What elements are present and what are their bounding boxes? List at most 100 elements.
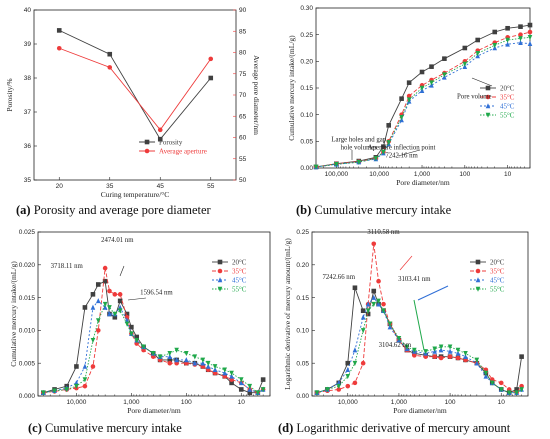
- data-point: [184, 351, 189, 357]
- panel-b: 0.00 0.05 0.10 0.15 0.20 0.25 0.30 100,000 10,00…: [287, 5, 533, 187]
- y-tick-label: 0.30: [300, 5, 313, 12]
- data-point: [229, 373, 234, 379]
- data-point: [527, 22, 533, 28]
- x-tick-label: 35: [106, 183, 114, 190]
- data-point: [334, 161, 339, 168]
- data-point: [64, 387, 70, 393]
- legend-marker: [485, 103, 491, 109]
- y2-tick-label: 85: [239, 28, 247, 35]
- legend-marker: [217, 277, 223, 283]
- y-tick-label: 39: [24, 41, 32, 48]
- data-point: [325, 387, 330, 393]
- y-tick-label: 0.015: [19, 295, 36, 302]
- data-point: [404, 344, 410, 350]
- legend-marker: [475, 268, 481, 274]
- data-point: [95, 318, 101, 324]
- x-axis-label: Pore diameter/nm: [127, 406, 181, 415]
- data-point: [514, 390, 519, 396]
- x-tick-label: 1,000: [123, 399, 140, 406]
- legend-label: 55°C: [232, 286, 247, 294]
- legend-marker: [217, 268, 223, 274]
- data-point: [41, 390, 46, 396]
- data-point: [381, 144, 386, 149]
- y2-tick-label: 65: [239, 113, 247, 120]
- series-line: [315, 36, 531, 168]
- data-point: [208, 75, 214, 81]
- data-point: [360, 308, 366, 314]
- y-tick-label: 0.020: [19, 262, 36, 269]
- data-point: [174, 347, 179, 353]
- data-point: [447, 348, 453, 354]
- annotation-arrow: [399, 255, 413, 271]
- data-point: [82, 377, 88, 383]
- data-point: [519, 387, 524, 393]
- data-point: [112, 314, 118, 320]
- data-point: [492, 43, 498, 49]
- data-point: [498, 380, 504, 386]
- plot-frame: [37, 231, 271, 397]
- data-point: [442, 72, 447, 78]
- y2-tick-label: 80: [239, 50, 247, 57]
- data-point: [345, 374, 351, 380]
- data-point: [527, 29, 533, 35]
- data-point: [238, 380, 244, 386]
- data-point: [336, 387, 342, 392]
- x-axis-label: Pore diameter/nm: [396, 178, 450, 187]
- data-point: [406, 80, 412, 85]
- data-point: [376, 278, 381, 284]
- panel-d: 0.00 0.05 0.10 0.15 0.20 0.25 10,000 1,000 100 10…: [283, 229, 529, 415]
- data-point: [345, 366, 351, 373]
- y-tick-label: 0.025: [19, 229, 36, 236]
- annotation-text: Large holes and gap: [331, 136, 386, 143]
- data-point: [107, 65, 113, 70]
- y-tick-label: 0.005: [19, 360, 36, 367]
- y-tick-label: 0.25: [296, 229, 309, 236]
- legend-label: 35°C: [490, 268, 505, 276]
- y-axis-label: Porosity/%: [5, 78, 14, 111]
- data-point: [455, 350, 461, 356]
- data-point: [134, 334, 139, 340]
- legend-marker: [217, 286, 223, 292]
- legend-label: Porosity: [159, 139, 183, 147]
- caption-b: (b) Cumulative mercury intake: [296, 203, 452, 217]
- data-point: [129, 324, 134, 330]
- panel-c: 0.000 0.005 0.010 0.015 0.020 0.025 10,000 1,00…: [9, 229, 271, 415]
- series-line: [59, 47, 212, 131]
- data-point: [107, 311, 112, 317]
- legend-marker: [475, 259, 481, 265]
- y-tick-label: 0.20: [300, 59, 313, 66]
- data-point: [134, 337, 139, 344]
- data-point: [222, 370, 228, 376]
- series-line: [59, 29, 212, 140]
- annotation-arrow: [397, 149, 421, 157]
- y-tick-label: 0.00: [296, 393, 309, 400]
- data-point: [360, 314, 366, 320]
- data-point: [192, 354, 198, 360]
- data-point: [157, 127, 163, 133]
- data-point: [518, 32, 523, 37]
- annotation-text: 1596.54 nm: [140, 289, 173, 296]
- data-point: [74, 364, 79, 369]
- y2-axis-label: Average pore diameter/nm: [252, 55, 261, 135]
- legend-label: 20°C: [232, 259, 247, 267]
- data-point: [205, 360, 211, 366]
- data-point: [412, 353, 417, 358]
- x-tick-label: 45: [157, 183, 165, 190]
- data-point: [475, 37, 481, 43]
- data-point: [74, 383, 79, 389]
- data-point: [205, 363, 211, 369]
- data-point: [447, 354, 453, 359]
- data-point: [371, 288, 377, 294]
- x-tick-label: 1,000: [391, 399, 408, 406]
- data-point: [381, 308, 386, 314]
- data-point: [406, 93, 412, 99]
- legend-marker: [485, 112, 491, 118]
- data-point: [260, 377, 266, 382]
- annotation-text: 3104.62 nm: [379, 342, 412, 349]
- data-point: [386, 140, 392, 146]
- data-point: [345, 383, 351, 389]
- legend-marker: [217, 259, 223, 265]
- x-tick-label: 10,000: [338, 399, 358, 406]
- data-point: [247, 383, 253, 389]
- data-point: [247, 386, 253, 392]
